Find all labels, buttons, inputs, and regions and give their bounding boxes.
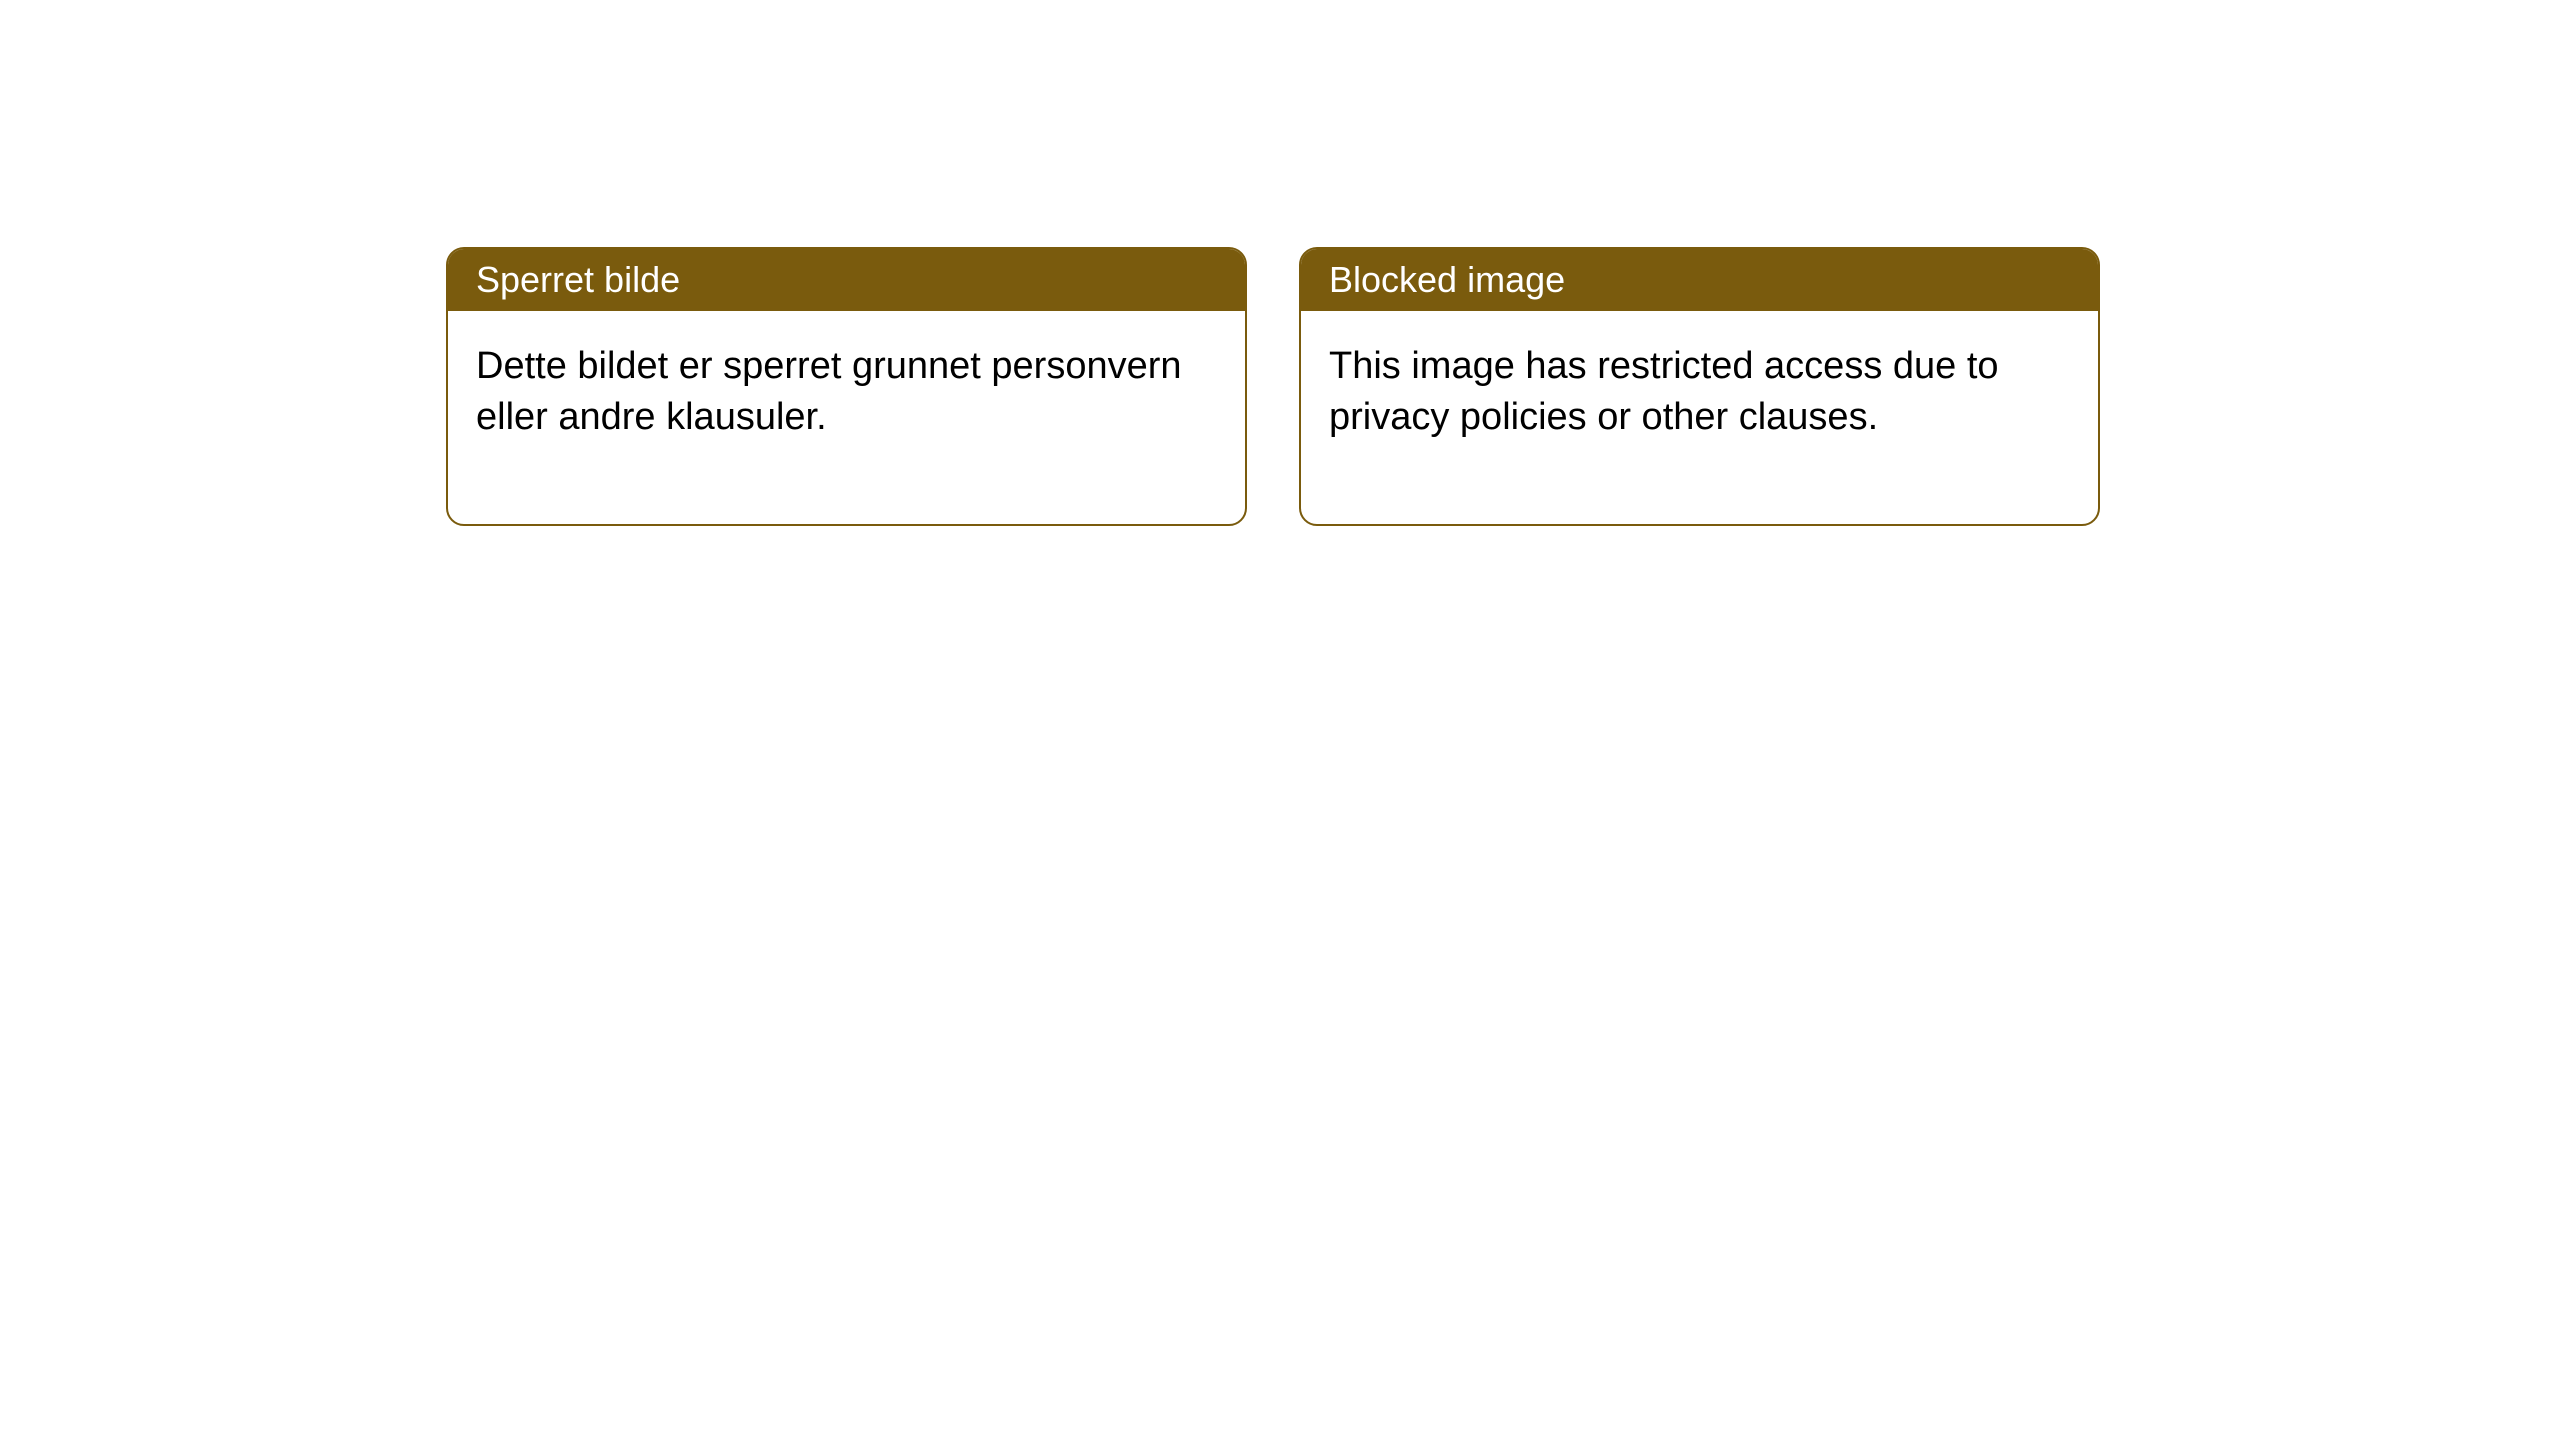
notice-header: Blocked image [1301,249,2098,311]
notice-body: This image has restricted access due to … [1301,311,2098,524]
notice-box-english: Blocked image This image has restricted … [1299,247,2100,526]
notice-text: This image has restricted access due to … [1329,345,1999,438]
notice-body: Dette bildet er sperret grunnet personve… [448,311,1245,524]
notice-title: Blocked image [1329,259,1565,300]
notice-text: Dette bildet er sperret grunnet personve… [476,345,1182,438]
notice-title: Sperret bilde [476,259,680,300]
notice-container: Sperret bilde Dette bildet er sperret gr… [446,247,2100,526]
notice-header: Sperret bilde [448,249,1245,311]
notice-box-norwegian: Sperret bilde Dette bildet er sperret gr… [446,247,1247,526]
